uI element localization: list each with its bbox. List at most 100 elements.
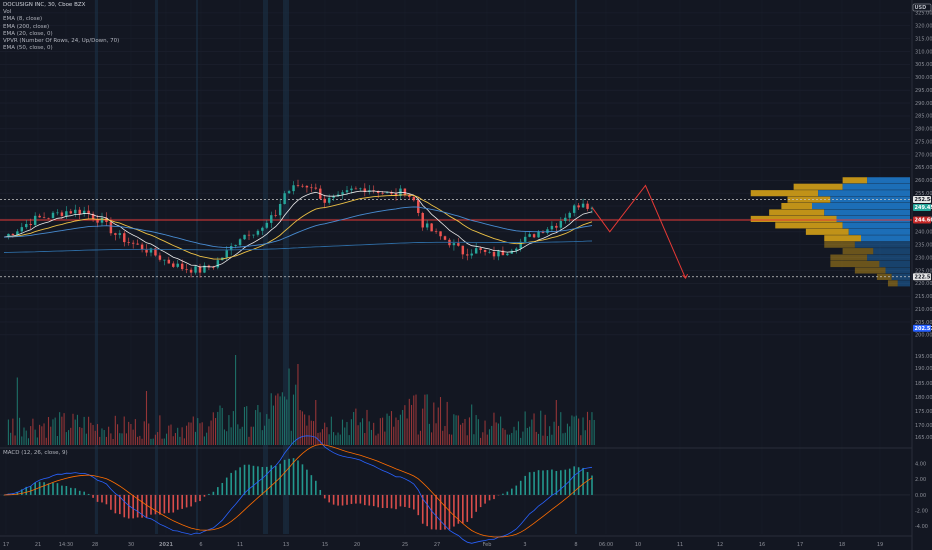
volume-bar xyxy=(192,416,194,445)
candle-body xyxy=(131,242,135,244)
indicator-ema-8[interactable]: EMA (8, close) xyxy=(3,16,43,23)
macd-histogram-bar xyxy=(502,493,504,495)
macd-histogram-bar xyxy=(337,494,339,506)
macd-histogram-bar xyxy=(560,470,562,495)
macd-histogram-bar xyxy=(110,494,112,510)
volume-bar xyxy=(359,422,361,445)
macd-histogram-bar xyxy=(368,494,371,506)
price-axis[interactable]: 325.00 320.00 315.00 310.00 305.00 300.00 295.… xyxy=(915,11,932,530)
candle-body xyxy=(532,234,536,238)
candle-body xyxy=(559,220,563,228)
macd-histogram-bar xyxy=(221,482,224,495)
macd-histogram-bar xyxy=(199,494,201,502)
candle-body xyxy=(381,192,384,194)
volume-bar xyxy=(569,426,571,445)
candle-body xyxy=(100,217,104,223)
volume-bar xyxy=(88,416,90,445)
volume-bar xyxy=(170,424,172,445)
volume-bar xyxy=(589,420,591,445)
macd-histogram-bar xyxy=(470,494,473,519)
macd-histogram-bar xyxy=(386,494,388,509)
volume-bar xyxy=(448,434,450,445)
volume-bar xyxy=(462,422,464,445)
macd-histogram-bar xyxy=(364,494,366,506)
vpvr-up-row xyxy=(867,177,910,184)
candles xyxy=(7,179,594,278)
volume-bar xyxy=(386,413,388,445)
macd-histogram-bar xyxy=(261,466,264,495)
candle-body xyxy=(256,230,260,235)
candle-body xyxy=(287,191,291,194)
macd-histogram-bar xyxy=(87,493,90,495)
time-tick-label: 30 xyxy=(128,542,134,548)
macd-histogram-bar xyxy=(92,494,94,498)
volume-bar xyxy=(297,364,299,445)
volume-bar xyxy=(132,429,134,445)
vpvr-up-row xyxy=(842,222,910,229)
macd-histogram-bar xyxy=(123,494,126,518)
volume-bar xyxy=(361,418,364,445)
price-tick-label: 285.00 xyxy=(915,114,932,120)
macd-histogram-bar xyxy=(528,472,531,495)
macd-histogram-bar xyxy=(332,494,335,505)
macd-histogram-bar xyxy=(390,494,393,509)
volume-bar xyxy=(339,434,341,445)
volume-bar xyxy=(235,355,237,445)
macd-title[interactable]: MACD (12, 26, close, 9) xyxy=(3,450,68,456)
price-tick-label: 320.00 xyxy=(915,24,932,30)
macd-histogram-bar xyxy=(417,494,420,516)
volume-bar xyxy=(54,417,56,445)
indicator-ema-200[interactable]: EMA (200, close) xyxy=(3,23,50,30)
macd-histogram-bar xyxy=(101,494,103,503)
volume-tick-label: 165.00 xyxy=(915,435,932,441)
candle-body xyxy=(305,185,309,188)
volume-bar xyxy=(326,427,328,445)
candle-body xyxy=(189,269,193,273)
volume-bar xyxy=(27,438,29,445)
volume-bar xyxy=(203,436,205,445)
candle-body xyxy=(38,215,41,218)
volume-bar xyxy=(591,412,593,445)
candle-body xyxy=(310,187,313,189)
volume-bar xyxy=(201,422,203,445)
macd-histogram-bar xyxy=(78,490,81,495)
volume-bar xyxy=(513,426,515,445)
candle-body xyxy=(332,196,335,198)
macd-histogram-bar xyxy=(12,493,14,495)
volume-bar xyxy=(116,424,119,445)
volume-bar xyxy=(137,436,139,445)
volume-bar xyxy=(373,422,375,445)
candle-body xyxy=(29,224,32,225)
volume-bar xyxy=(150,438,152,445)
volume-bar xyxy=(239,428,241,445)
volume-bar xyxy=(39,424,41,445)
macd-histogram-bar xyxy=(381,494,384,508)
indicator-ema-20[interactable]: EMA (20, close, 0) xyxy=(3,30,53,37)
candle-body xyxy=(417,200,420,213)
vpvr-down-row xyxy=(824,241,855,248)
candle-body xyxy=(345,190,349,193)
volume-bar xyxy=(134,419,136,445)
candle-body xyxy=(16,231,19,235)
macd-histogram-bar xyxy=(105,494,108,505)
indicator-ema-50[interactable]: EMA (50, close, 0) xyxy=(3,45,53,52)
volume-bar xyxy=(546,436,548,445)
candle-body xyxy=(185,269,188,270)
volume-bar xyxy=(288,368,290,445)
volume-bar xyxy=(10,432,12,445)
indicator-vpvr[interactable]: VPVR (Number Of Rows, 24, Up/Down, 70) xyxy=(3,38,120,45)
volume-bar xyxy=(241,426,243,445)
candle-body xyxy=(198,266,202,273)
volume-bar xyxy=(304,414,306,445)
volume-bar xyxy=(83,416,85,445)
volume-bar xyxy=(471,404,473,445)
time-axis[interactable]: 17 21 14:30 28 30 2021 6 11 13 15 20 25 27 Feb 3 8 06:00… xyxy=(3,542,883,548)
price-tick-label: 260.00 xyxy=(915,178,932,184)
macd-histogram-bar xyxy=(297,460,299,495)
candle-body xyxy=(78,209,81,215)
indicator-vol[interactable]: Vol xyxy=(3,9,12,16)
candle-body xyxy=(586,203,589,209)
vpvr-up-row xyxy=(812,203,910,210)
macd-histogram-bar xyxy=(176,494,179,510)
